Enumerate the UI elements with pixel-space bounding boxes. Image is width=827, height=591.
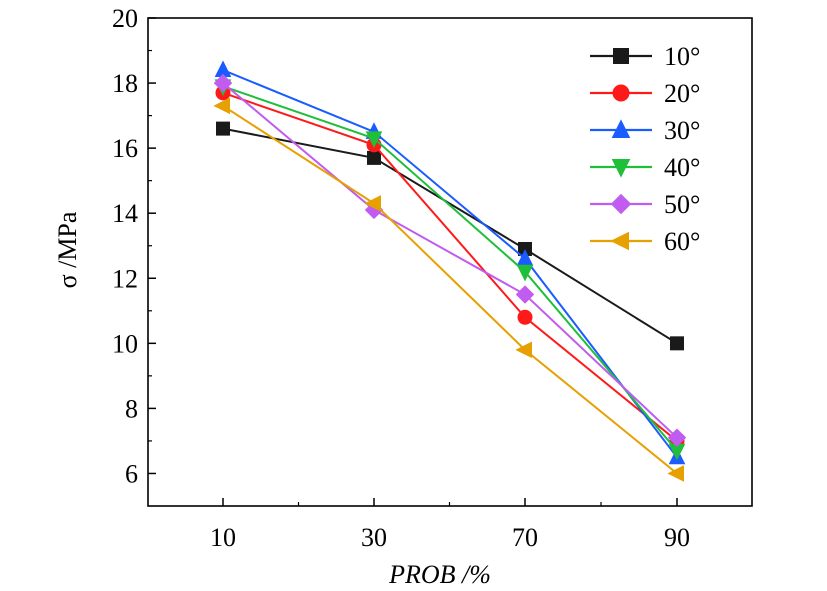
legend-entry: 30° (590, 116, 700, 145)
legend-entry: 10° (590, 42, 700, 71)
x-tick-label: 30 (361, 523, 387, 552)
y-tick-label: 8 (125, 394, 138, 423)
x-axis: 10 30 70 90 (210, 498, 690, 552)
y-tick-label: 14 (112, 199, 138, 228)
data-point (213, 73, 233, 93)
data-point (667, 428, 687, 447)
legend-label: 60° (664, 227, 700, 256)
data-point (367, 150, 381, 165)
legend-label: 40° (664, 153, 700, 182)
legend-marker (613, 48, 629, 64)
series-line (222, 105, 678, 475)
x-tick-label: 10 (210, 523, 236, 552)
legend-marker (610, 231, 629, 251)
x-tick-label: 90 (664, 523, 690, 552)
legend-entry: 50° (590, 190, 700, 219)
legend-label: 20° (664, 79, 700, 108)
series-layer (213, 60, 687, 482)
y-tick-label: 6 (125, 459, 138, 488)
data-point (365, 131, 383, 148)
series-line (222, 127, 678, 345)
legend-label: 10° (664, 42, 700, 71)
series-line (222, 85, 678, 452)
series-1 (216, 121, 684, 351)
data-point (516, 264, 534, 282)
legend-marker (610, 193, 632, 215)
series-line (222, 69, 678, 458)
data-point (364, 195, 381, 212)
x-tick-label: 70 (512, 523, 538, 552)
data-point (515, 285, 535, 304)
legend: 10° 20° 30° 40° 50° 60° (590, 42, 700, 256)
legend-marker (612, 84, 630, 102)
series-line (222, 82, 678, 439)
data-point (667, 465, 684, 482)
data-point (670, 336, 684, 351)
legend-entry: 60° (590, 227, 700, 256)
legend-marker (611, 119, 631, 138)
legend-entry: 20° (590, 79, 700, 108)
series-3 (214, 60, 686, 465)
y-tick-label: 10 (112, 329, 138, 358)
y-axis: 6 8 10 12 14 16 18 20 (112, 4, 156, 488)
y-tick-label: 18 (112, 69, 138, 98)
y-tick-label: 16 (112, 134, 138, 163)
legend-label: 30° (664, 116, 700, 145)
series-line (222, 91, 678, 442)
y-tick-label: 20 (112, 4, 138, 33)
data-point (213, 97, 230, 115)
legend-marker (611, 159, 631, 178)
legend-entry: 40° (590, 153, 700, 182)
series-6 (213, 97, 684, 482)
legend-label: 50° (664, 190, 700, 219)
y-axis-title: σ /MPa (53, 211, 82, 288)
data-point (517, 309, 533, 325)
y-tick-label: 12 (112, 264, 138, 293)
data-point (515, 341, 532, 359)
x-axis-title: PROB /% (388, 560, 491, 589)
data-point (216, 121, 230, 136)
